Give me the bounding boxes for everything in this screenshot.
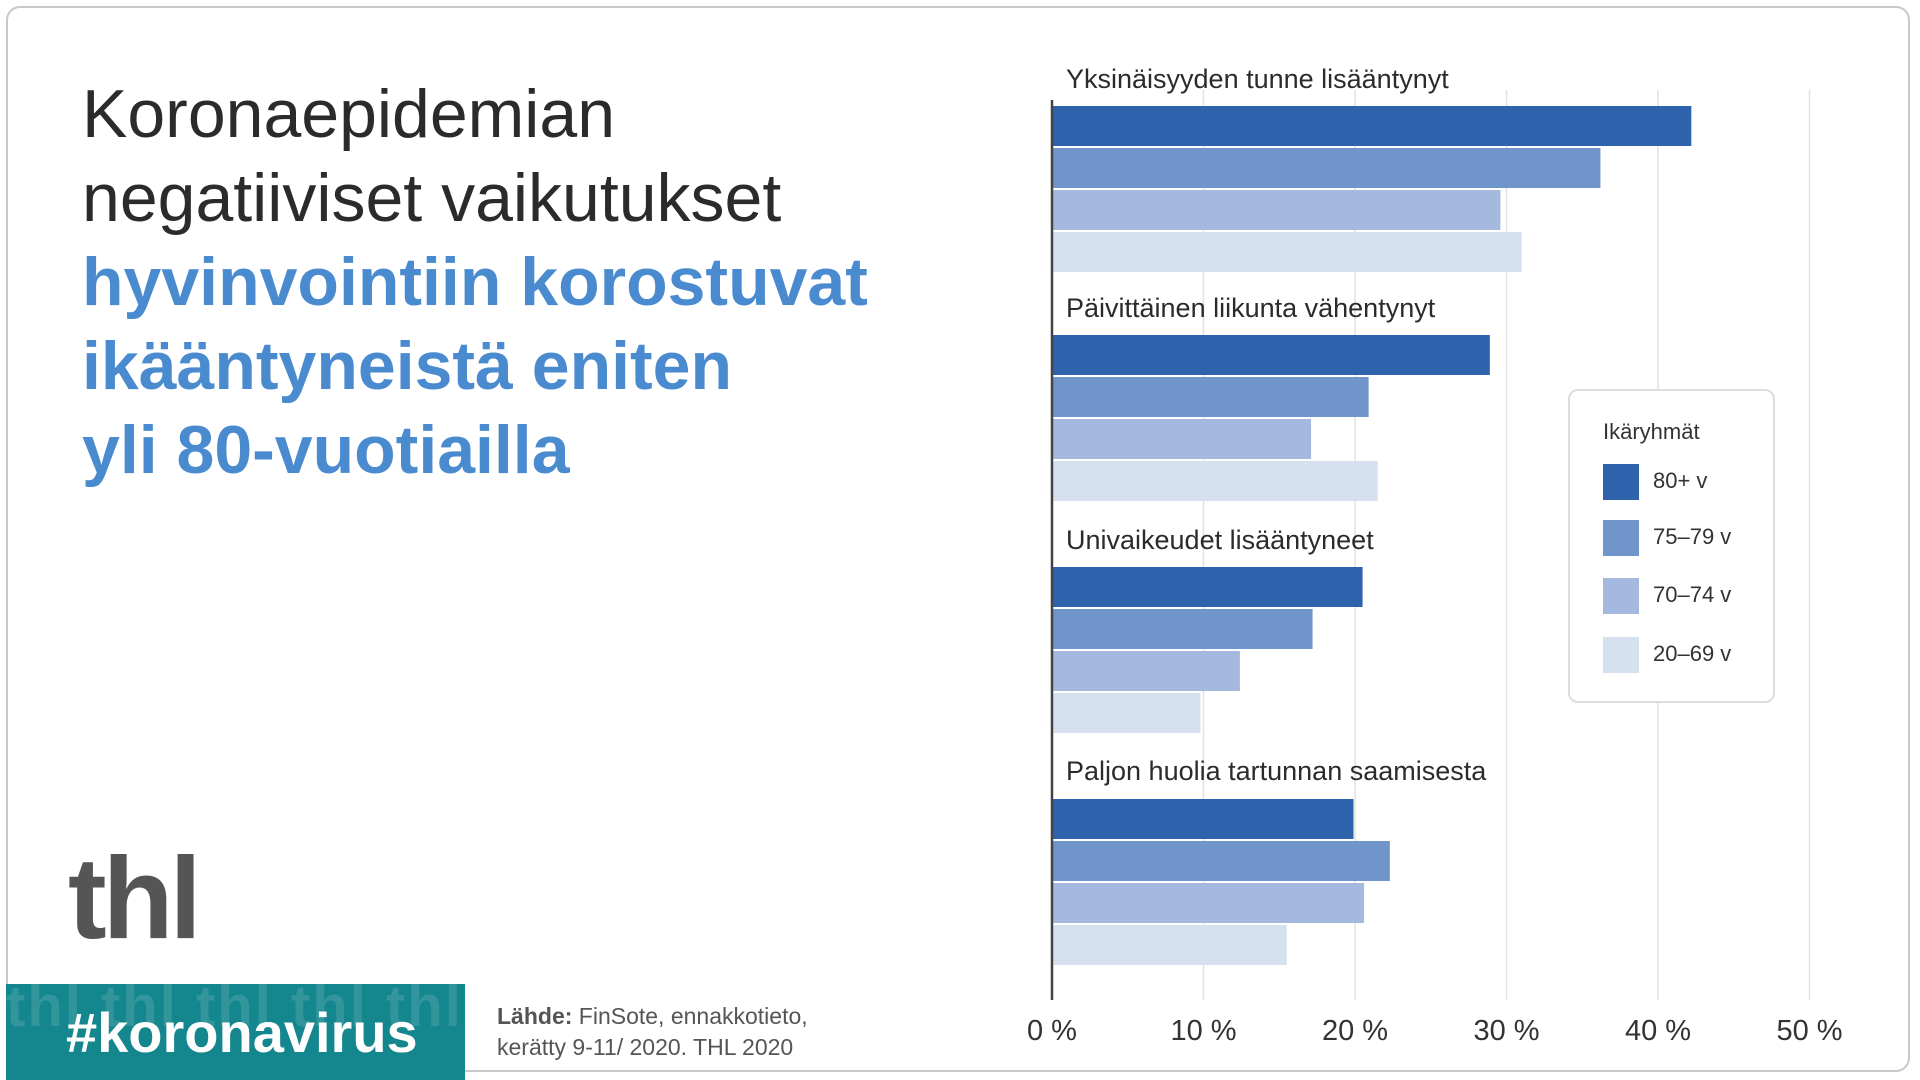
source-line-2: kerätty 9-11/ 2020. THL 2020 bbox=[497, 1034, 794, 1060]
hashtag-text: #koronavirus bbox=[66, 1001, 418, 1064]
bar-2-3 bbox=[1052, 693, 1201, 733]
bar-1-3 bbox=[1052, 461, 1378, 501]
legend-swatch-20-69 bbox=[1603, 637, 1639, 673]
bar-2-1 bbox=[1052, 609, 1313, 649]
legend-swatch-80plus bbox=[1603, 464, 1639, 500]
bar-0-2 bbox=[1052, 190, 1501, 230]
legend-label-75-79: 75–79 v bbox=[1653, 524, 1732, 549]
bar-0-1 bbox=[1052, 148, 1601, 188]
category-label-2: Univaikeudet lisääntyneet bbox=[1066, 525, 1374, 555]
x-tick-label-3: 30 % bbox=[1473, 1015, 1539, 1047]
bar-1-1 bbox=[1052, 377, 1369, 417]
bar-1-2 bbox=[1052, 419, 1312, 459]
legend-swatch-75-79 bbox=[1603, 520, 1639, 556]
source-line-1-text: FinSote, ennakkotieto, bbox=[572, 1003, 808, 1029]
thl-logo: thl bbox=[68, 833, 202, 963]
headline-line-2: negatiiviset vaikutukset bbox=[82, 160, 782, 236]
bar-3-1 bbox=[1052, 841, 1390, 881]
bar-2-2 bbox=[1052, 651, 1240, 691]
headline-line-3: hyvinvointiin korostuvat bbox=[82, 244, 868, 320]
x-tick-label-5: 50 % bbox=[1776, 1015, 1842, 1047]
headline-line-5: yli 80-vuotiailla bbox=[82, 412, 570, 488]
category-label-1: Päivittäinen liikunta vähentynyt bbox=[1066, 293, 1436, 323]
category-label-0: Yksinäisyyden tunne lisääntynyt bbox=[1066, 64, 1449, 94]
x-tick-label-0: 0 % bbox=[1027, 1015, 1077, 1047]
headline: Koronaepidemian negatiiviset vaikutukset… bbox=[82, 72, 868, 492]
legend-title: Ikäryhmät bbox=[1603, 419, 1700, 444]
bar-3-0 bbox=[1052, 799, 1354, 839]
legend-label-80plus: 80+ v bbox=[1653, 468, 1708, 493]
x-tick-label-4: 40 % bbox=[1625, 1015, 1691, 1047]
legend: Ikäryhmät 80+ v 75–79 v 70–74 v 20–69 v bbox=[1568, 389, 1775, 703]
bar-3-2 bbox=[1052, 883, 1365, 923]
bar-1-0 bbox=[1052, 335, 1490, 375]
x-tick-label-2: 20 % bbox=[1322, 1015, 1388, 1047]
source-label: Lähde: bbox=[497, 1003, 573, 1029]
legend-label-70-74: 70–74 v bbox=[1653, 582, 1732, 607]
source-line-1: Lähde: FinSote, ennakkotieto, bbox=[497, 1001, 808, 1032]
hashtag-banner: thl thl thl thl thl #koronavirus bbox=[6, 984, 465, 1080]
bar-2-0 bbox=[1052, 567, 1363, 607]
source-note: Lähde: FinSote, ennakkotieto, kerätty 9-… bbox=[497, 1001, 808, 1063]
headline-line-1: Koronaepidemian bbox=[82, 76, 616, 152]
bar-0-0 bbox=[1052, 106, 1692, 146]
x-tick-label-1: 10 % bbox=[1170, 1015, 1236, 1047]
legend-swatch-70-74 bbox=[1603, 578, 1639, 614]
category-label-3: Paljon huolia tartunnan saamisesta bbox=[1066, 756, 1487, 786]
legend-label-20-69: 20–69 v bbox=[1653, 641, 1732, 666]
bar-3-3 bbox=[1052, 925, 1287, 965]
headline-line-4: ikääntyneistä eniten bbox=[82, 328, 733, 404]
bar-0-3 bbox=[1052, 232, 1522, 272]
hashtag-pattern: thl thl thl thl thl bbox=[6, 984, 463, 1039]
